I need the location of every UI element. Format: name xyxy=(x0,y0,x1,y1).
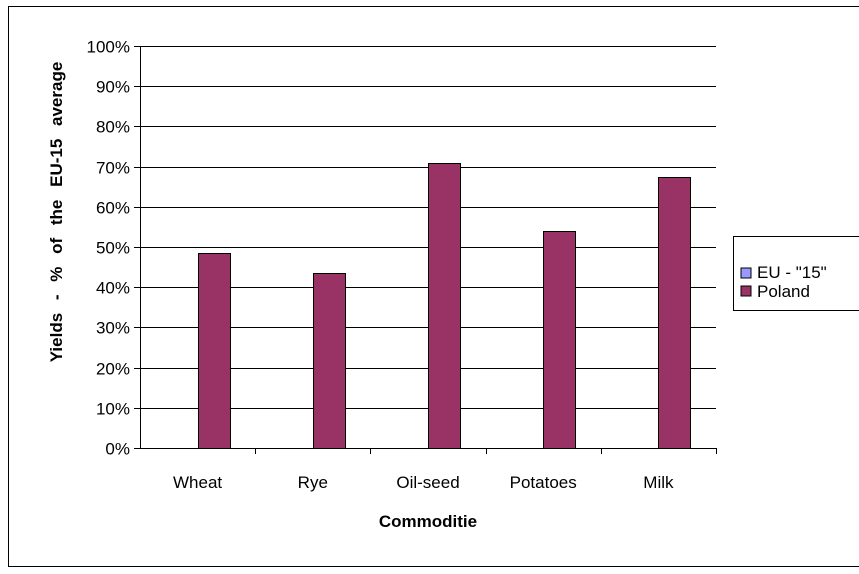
legend-swatch-poland xyxy=(741,286,751,296)
y-tick-label: 60% xyxy=(96,199,130,218)
y-tick-label: 40% xyxy=(96,279,130,298)
y-tick-label: 0% xyxy=(105,440,130,459)
y-tick-label: 90% xyxy=(96,78,130,97)
bar-poland-oil-seed xyxy=(429,164,461,449)
bar-poland-milk xyxy=(659,178,691,449)
bar-poland-potatoes xyxy=(544,232,576,449)
y-tick-label: 20% xyxy=(96,360,130,379)
x-tick-label: Milk xyxy=(643,473,674,492)
y-tick-label: 10% xyxy=(96,400,130,419)
y-tick-label: 70% xyxy=(96,159,130,178)
y-tick-label: 50% xyxy=(96,239,130,258)
x-tick-label: Rye xyxy=(298,473,328,492)
x-tick-label: Potatoes xyxy=(510,473,577,492)
y-tick-label: 100% xyxy=(87,38,130,57)
y-tick-label: 30% xyxy=(96,319,130,338)
bar-poland-rye xyxy=(314,274,346,449)
y-tick-label: 80% xyxy=(96,118,130,137)
legend-label-eu15: EU - "15" xyxy=(757,263,827,282)
x-axis-title: Commoditie xyxy=(379,512,477,531)
legend-swatch-eu15 xyxy=(741,268,751,278)
legend: EU - "15" Poland xyxy=(734,237,859,311)
x-tick-label: Wheat xyxy=(173,473,222,492)
y-axis-title: Yields - % of the EU-15 average xyxy=(47,62,66,363)
x-tick-label: Oil-seed xyxy=(396,473,459,492)
bar-poland-wheat xyxy=(199,254,231,449)
legend-label-poland: Poland xyxy=(757,282,810,301)
